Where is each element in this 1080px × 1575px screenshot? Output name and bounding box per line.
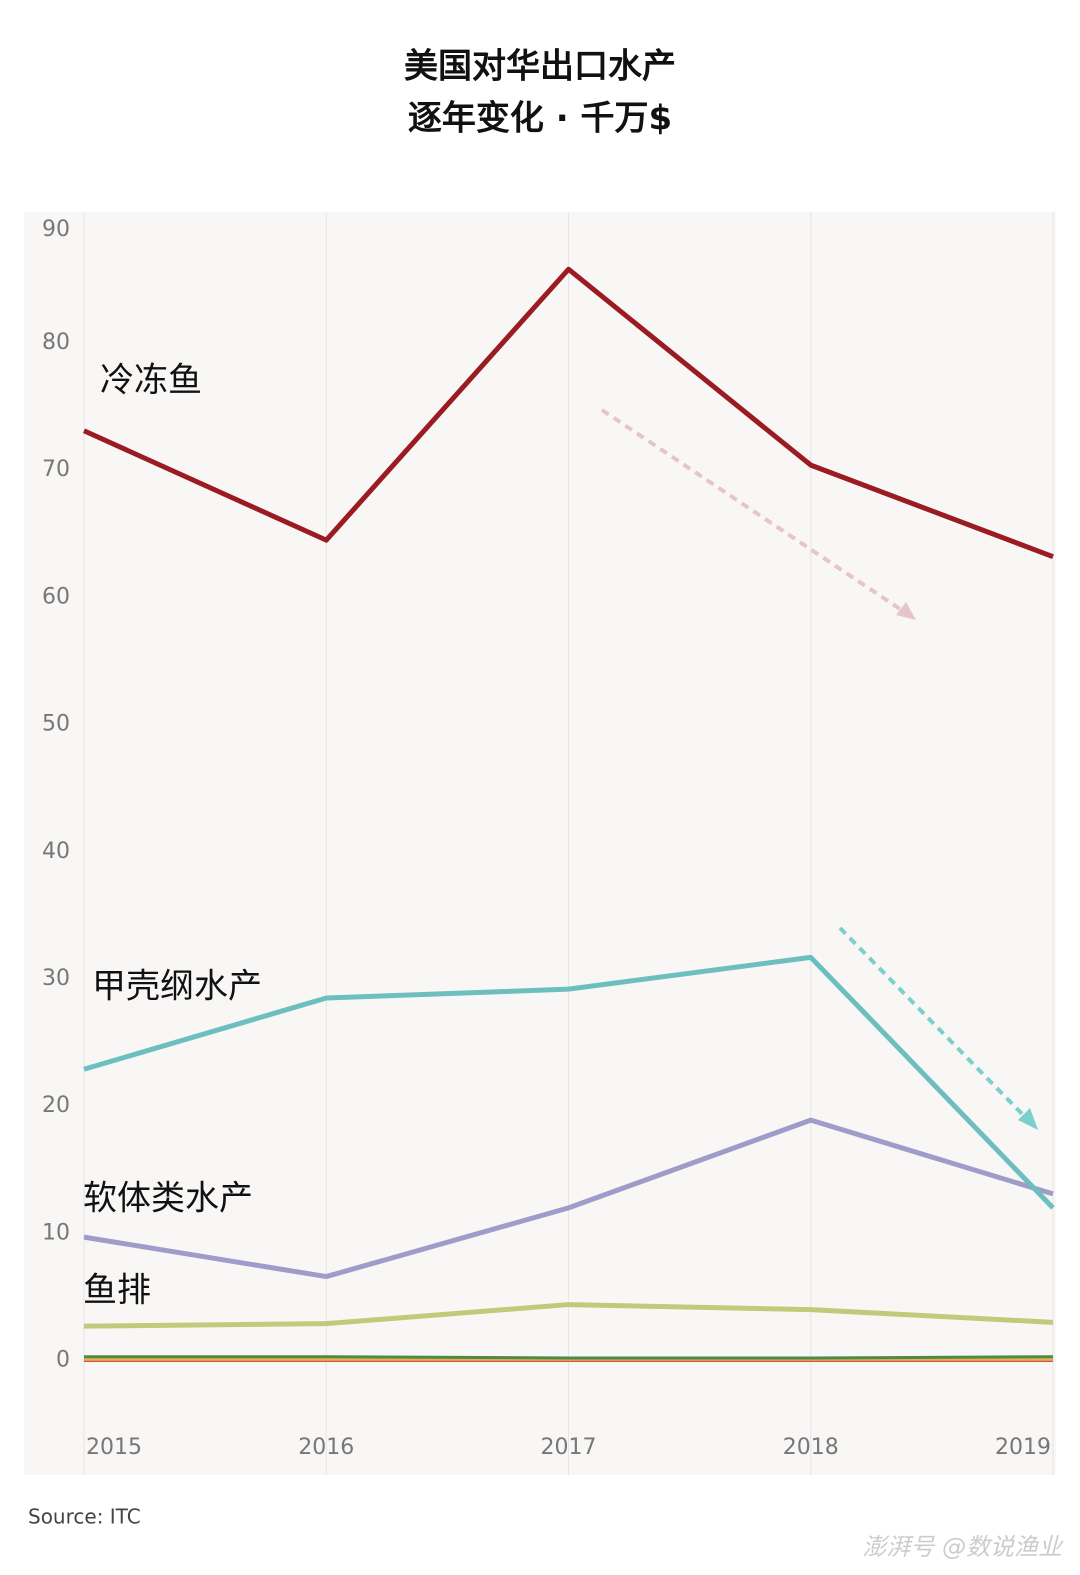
series-label: 鱼排: [83, 1271, 151, 1311]
grid: [83, 212, 1054, 1475]
y-tick-label: 90: [42, 217, 70, 242]
trend-arrow: [838, 926, 1030, 1122]
x-tick-label: 2015: [86, 1435, 142, 1460]
y-tick-label: 0: [56, 1348, 70, 1373]
line-series: [82, 266, 1054, 560]
watermark: 澎湃号 @数说渔业: [862, 1533, 1064, 1561]
series-label: 甲壳纲水产: [92, 967, 262, 1007]
x-tick-label: 2019: [995, 1435, 1051, 1460]
chart-subtitle: 逐年变化 · 千万$: [408, 99, 672, 139]
plot-background: [24, 212, 1056, 1475]
x-tick-label: 2018: [783, 1435, 839, 1460]
series-label: 冷冻鱼: [100, 361, 202, 401]
source: Source: ITC: [28, 1505, 141, 1529]
arrow-head: [1018, 1108, 1038, 1130]
line-series: [84, 1355, 1054, 1360]
y-tick-label: 60: [42, 584, 70, 609]
x-tick-label: 2016: [298, 1435, 354, 1460]
y-tick-label: 70: [42, 457, 70, 482]
y-tick-label: 80: [42, 330, 70, 355]
x-tick-label: 2017: [541, 1435, 597, 1460]
y-tick-label: 40: [42, 839, 70, 864]
y-tick-label: 10: [42, 1220, 70, 1245]
trend-arrows: [600, 408, 1038, 1130]
y-tick-label: 50: [42, 712, 70, 737]
chart-title: 美国对华出口水产: [404, 47, 676, 87]
trend-arrow: [600, 408, 908, 615]
series-label: 软体类水产: [83, 1179, 253, 1219]
arrow-head: [896, 602, 916, 620]
line-series: [83, 1117, 1054, 1280]
line-series: [83, 1302, 1054, 1329]
y-tick-label: 20: [42, 1093, 70, 1118]
y-tick-label: 30: [42, 966, 70, 991]
line-series: [83, 954, 1055, 1210]
